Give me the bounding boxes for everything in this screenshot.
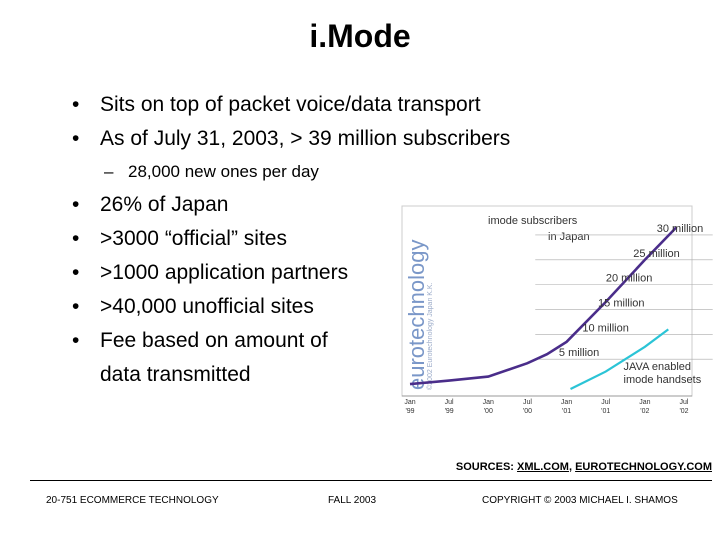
- x-tick-label: '00: [484, 408, 493, 415]
- source-link-xml[interactable]: XML.COM: [517, 461, 569, 473]
- level-label: 10 million: [582, 322, 628, 334]
- chart-title-box: [484, 212, 604, 246]
- chart-title: imode subscribers: [488, 215, 578, 227]
- footer-divider: [30, 480, 712, 481]
- chart-gridlines: [535, 234, 713, 360]
- slide-title: i.Mode: [309, 18, 411, 54]
- bottom-bullet-list: 26% of Japan >3000 “official” sites >100…: [72, 188, 350, 392]
- x-tick-label: '01: [562, 408, 571, 415]
- sub-bullet-item: 28,000 new ones per day: [104, 158, 319, 186]
- bullet-item: Fee based on amount of data transmitted: [72, 324, 350, 392]
- x-tick-label: Jul: [601, 399, 610, 406]
- bullet-item: >40,000 unofficial sites: [72, 290, 350, 324]
- level-label: 20 million: [606, 273, 652, 285]
- bullet-item: Sits on top of packet voice/data transpo…: [72, 88, 510, 122]
- sub-bullet-list: 28,000 new ones per day: [104, 158, 319, 186]
- chart-watermark-small: ©2002 Eurotechnology Japan K.K.: [426, 282, 434, 390]
- bullet-item: As of July 31, 2003, > 39 million subscr…: [72, 122, 510, 156]
- x-tick-label: Jul: [445, 399, 454, 406]
- bullet-item: >1000 application partners: [72, 256, 350, 290]
- sources-separator: ,: [568, 461, 576, 473]
- level-label: 30 million: [657, 223, 703, 235]
- x-tick-label: Jan: [639, 399, 650, 406]
- chart-labels: 5 million 10 million 15 million 20 million 2…: [559, 223, 703, 386]
- footer-course: 20-751 ECOMMERCE TECHNOLOGY: [46, 495, 219, 506]
- x-tick-label: '00: [523, 408, 532, 415]
- source-link-eurotechnology[interactable]: EUROTECHNOLOGY.COM: [575, 461, 712, 473]
- chart-series: [409, 226, 678, 390]
- sources-line: SOURCES: XML.COM, EUROTECHNOLOGY.COM: [456, 461, 712, 473]
- x-tick-label: '02: [679, 408, 688, 415]
- bullet-item: 26% of Japan: [72, 188, 350, 222]
- x-tick-label: '02: [640, 408, 649, 415]
- java-series-label: JAVA enabled: [624, 361, 691, 373]
- top-bullet-list: Sits on top of packet voice/data transpo…: [72, 88, 510, 156]
- level-label: 25 million: [633, 248, 679, 260]
- footer-copyright: COPYRIGHT © 2003 MICHAEL I. SHAMOS: [482, 495, 678, 506]
- series-line-1: [570, 328, 669, 390]
- footer-term: FALL 2003: [328, 495, 377, 506]
- x-tick-label: Jan: [483, 399, 494, 406]
- bullet-item: >3000 “official” sites: [72, 222, 350, 256]
- level-label: 15 million: [598, 297, 644, 309]
- series-line-0: [409, 226, 678, 386]
- x-tick-label: '99: [405, 408, 414, 415]
- x-tick-label: Jan: [404, 399, 415, 406]
- level-label: 5 million: [559, 347, 599, 359]
- chart-watermark: eurotechnology: [404, 240, 429, 390]
- x-tick-label: '01: [601, 408, 610, 415]
- x-tick-label: Jan: [561, 399, 572, 406]
- chart-x-ticks: Jan '99 Jul '99 Jan '00 Jul '00 Jan '01 Jul '01 Jan '…: [404, 399, 689, 415]
- x-tick-label: Jul: [523, 399, 532, 406]
- subscriber-chart: eurotechnology ©2002 Eurotechnology Japa…: [392, 200, 720, 420]
- x-tick-label: Jul: [680, 399, 689, 406]
- x-tick-label: '99: [445, 408, 454, 415]
- chart-title: in Japan: [548, 231, 590, 243]
- sources-label: SOURCES:: [455, 461, 514, 473]
- java-series-label: imode handsets: [624, 374, 702, 386]
